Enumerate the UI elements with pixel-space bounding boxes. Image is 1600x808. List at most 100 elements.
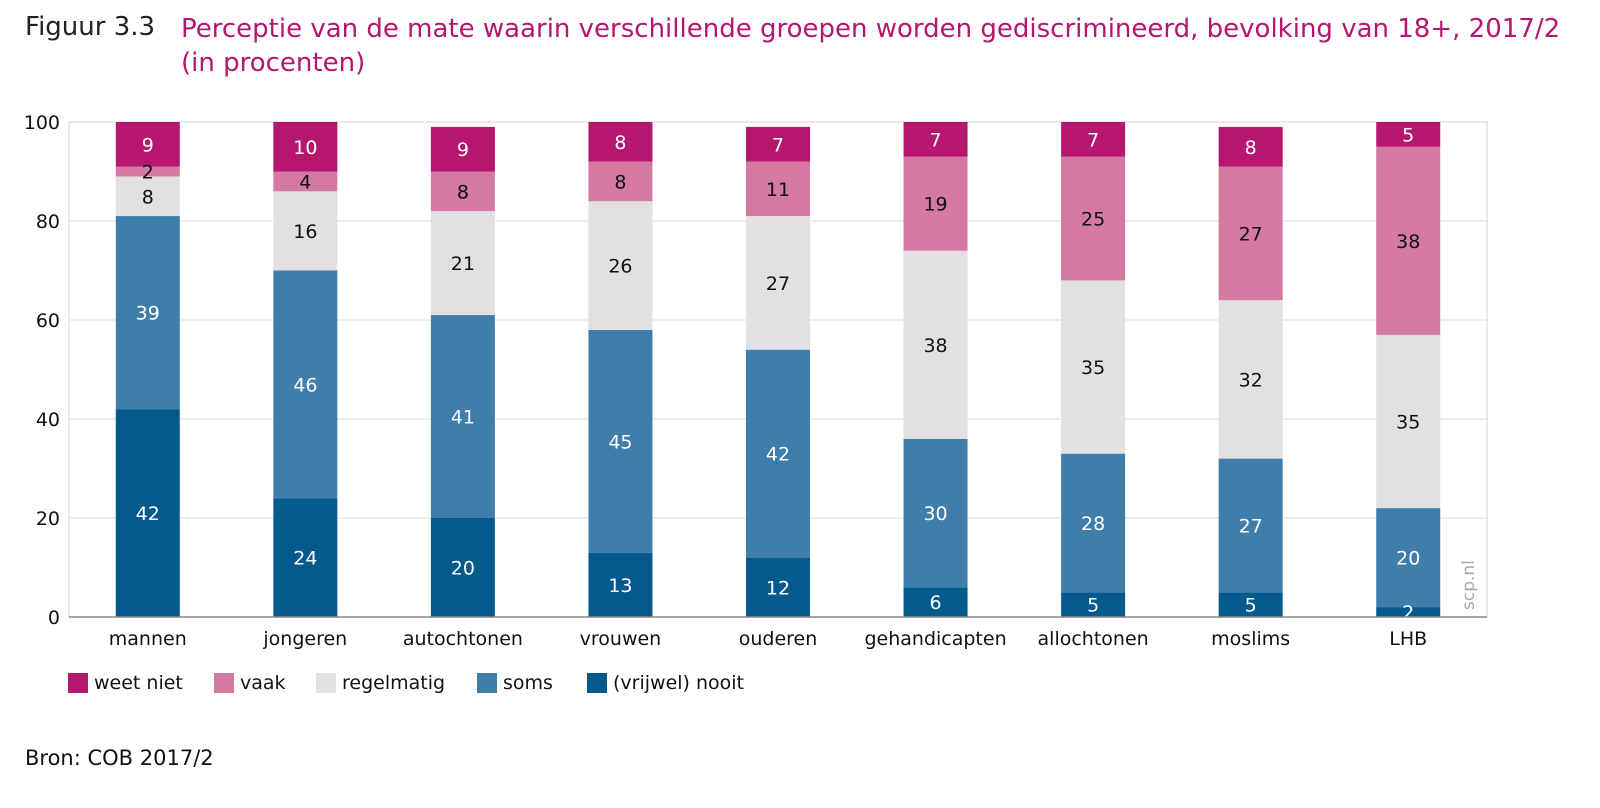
bar-segment [1061, 592, 1126, 617]
x-tick-label: mannen [109, 628, 187, 650]
bar-segment [273, 270, 338, 499]
bar-segment [273, 122, 338, 172]
bar-segment [1061, 156, 1126, 281]
x-tick-label: moslims [1211, 628, 1290, 650]
data-label: 46 [293, 374, 317, 396]
data-label: 19 [923, 194, 947, 216]
data-label: 8 [614, 171, 626, 193]
data-label: 12 [766, 577, 790, 599]
data-labels: 4239829244616410204121891345268812422711… [136, 124, 1421, 624]
x-tick-label: jongeren [262, 628, 347, 650]
bar-segment [746, 161, 810, 217]
bar-segment [1218, 300, 1283, 459]
data-label: 41 [451, 407, 475, 429]
y-tick-label: 100 [24, 112, 60, 134]
bar-segment [1376, 334, 1441, 509]
data-label: 5 [1245, 595, 1257, 617]
data-label: 24 [293, 548, 317, 570]
x-tick-label: allochtonen [1038, 628, 1149, 650]
data-label: 20 [451, 558, 475, 580]
bar-segment [588, 201, 653, 330]
bar-segment [430, 211, 495, 316]
bar-segment [588, 161, 653, 202]
legend-label: soms [503, 672, 553, 694]
bar-segment [1218, 592, 1283, 617]
data-label: 4 [299, 171, 311, 193]
data-label: 45 [608, 431, 632, 453]
data-label: 20 [1396, 548, 1420, 570]
bar-segment [430, 315, 495, 518]
bar-segment [903, 122, 968, 157]
x-tick-label: gehandicapten [864, 628, 1006, 650]
data-label: 27 [1239, 223, 1263, 245]
data-label: 8 [614, 132, 626, 154]
bar-segment [903, 156, 968, 251]
data-label: 38 [1396, 231, 1420, 253]
legend-swatch [477, 673, 497, 693]
bar-segment [588, 122, 653, 162]
x-tick-label: ouderen [739, 628, 818, 650]
y-tick-label: 20 [36, 508, 60, 530]
watermark: scp.nl [1459, 560, 1479, 610]
data-label: 27 [1239, 515, 1263, 537]
data-label: 25 [1081, 209, 1105, 231]
data-label: 7 [772, 134, 784, 156]
bar-segment [1218, 166, 1283, 301]
bar-segment [588, 552, 653, 617]
bar-segment [273, 171, 338, 192]
data-label: 13 [608, 575, 632, 597]
bar-segment [115, 176, 180, 217]
chart-title: Perceptie van de mate waarin verschillen… [181, 14, 1561, 78]
data-label: 11 [766, 179, 790, 201]
data-label: 35 [1396, 411, 1420, 433]
source-note: Bron: COB 2017/2 [25, 746, 214, 770]
bar-segment [903, 438, 968, 588]
data-label: 2 [142, 162, 154, 184]
bar-segment [115, 216, 180, 410]
data-label: 21 [451, 253, 475, 275]
data-label: 2 [1402, 602, 1414, 624]
y-tick-label: 40 [36, 409, 60, 431]
data-label: 30 [923, 503, 947, 525]
bar-segment [746, 557, 810, 617]
data-label: 27 [766, 273, 790, 295]
data-label: 10 [293, 137, 317, 159]
data-label: 28 [1081, 513, 1105, 535]
data-label: 8 [457, 181, 469, 203]
legend-label: (vrijwel) nooit [613, 672, 745, 694]
legend-label: vaak [240, 672, 286, 694]
bar-segment [746, 216, 810, 350]
bar-segment [1376, 122, 1441, 147]
x-tick-label: vrouwen [580, 628, 662, 650]
bar-segment [1061, 453, 1126, 593]
data-label: 6 [930, 592, 942, 614]
data-label: 39 [136, 303, 160, 325]
data-label: 9 [457, 139, 469, 161]
y-tick-label: 0 [48, 607, 60, 629]
bar-segment [273, 498, 338, 617]
data-label: 8 [1245, 137, 1257, 159]
bar-segment [746, 349, 810, 558]
x-tick-label: LHB [1389, 628, 1427, 650]
x-tick-label: autochtonen [403, 628, 523, 650]
bar-segment [115, 409, 180, 617]
legend-label: regelmatig [342, 672, 446, 694]
data-label: 42 [136, 503, 160, 525]
bar-segment [115, 166, 180, 177]
bar-segment [430, 518, 495, 617]
bar-segment [1061, 122, 1126, 157]
data-label: 7 [1087, 129, 1099, 151]
data-label: 38 [923, 335, 947, 357]
data-label: 16 [293, 221, 317, 243]
figure-label: Figuur 3.3 [25, 12, 156, 42]
bar-segment [1218, 458, 1283, 593]
bar-segment [588, 329, 653, 553]
bar-segment [115, 122, 180, 167]
y-tick-label: 80 [36, 211, 60, 233]
data-label: 26 [608, 256, 632, 278]
legend-label: weet niet [94, 672, 183, 694]
data-label: 32 [1239, 369, 1263, 391]
legend-swatch [587, 673, 607, 693]
bar-segment [903, 587, 968, 617]
